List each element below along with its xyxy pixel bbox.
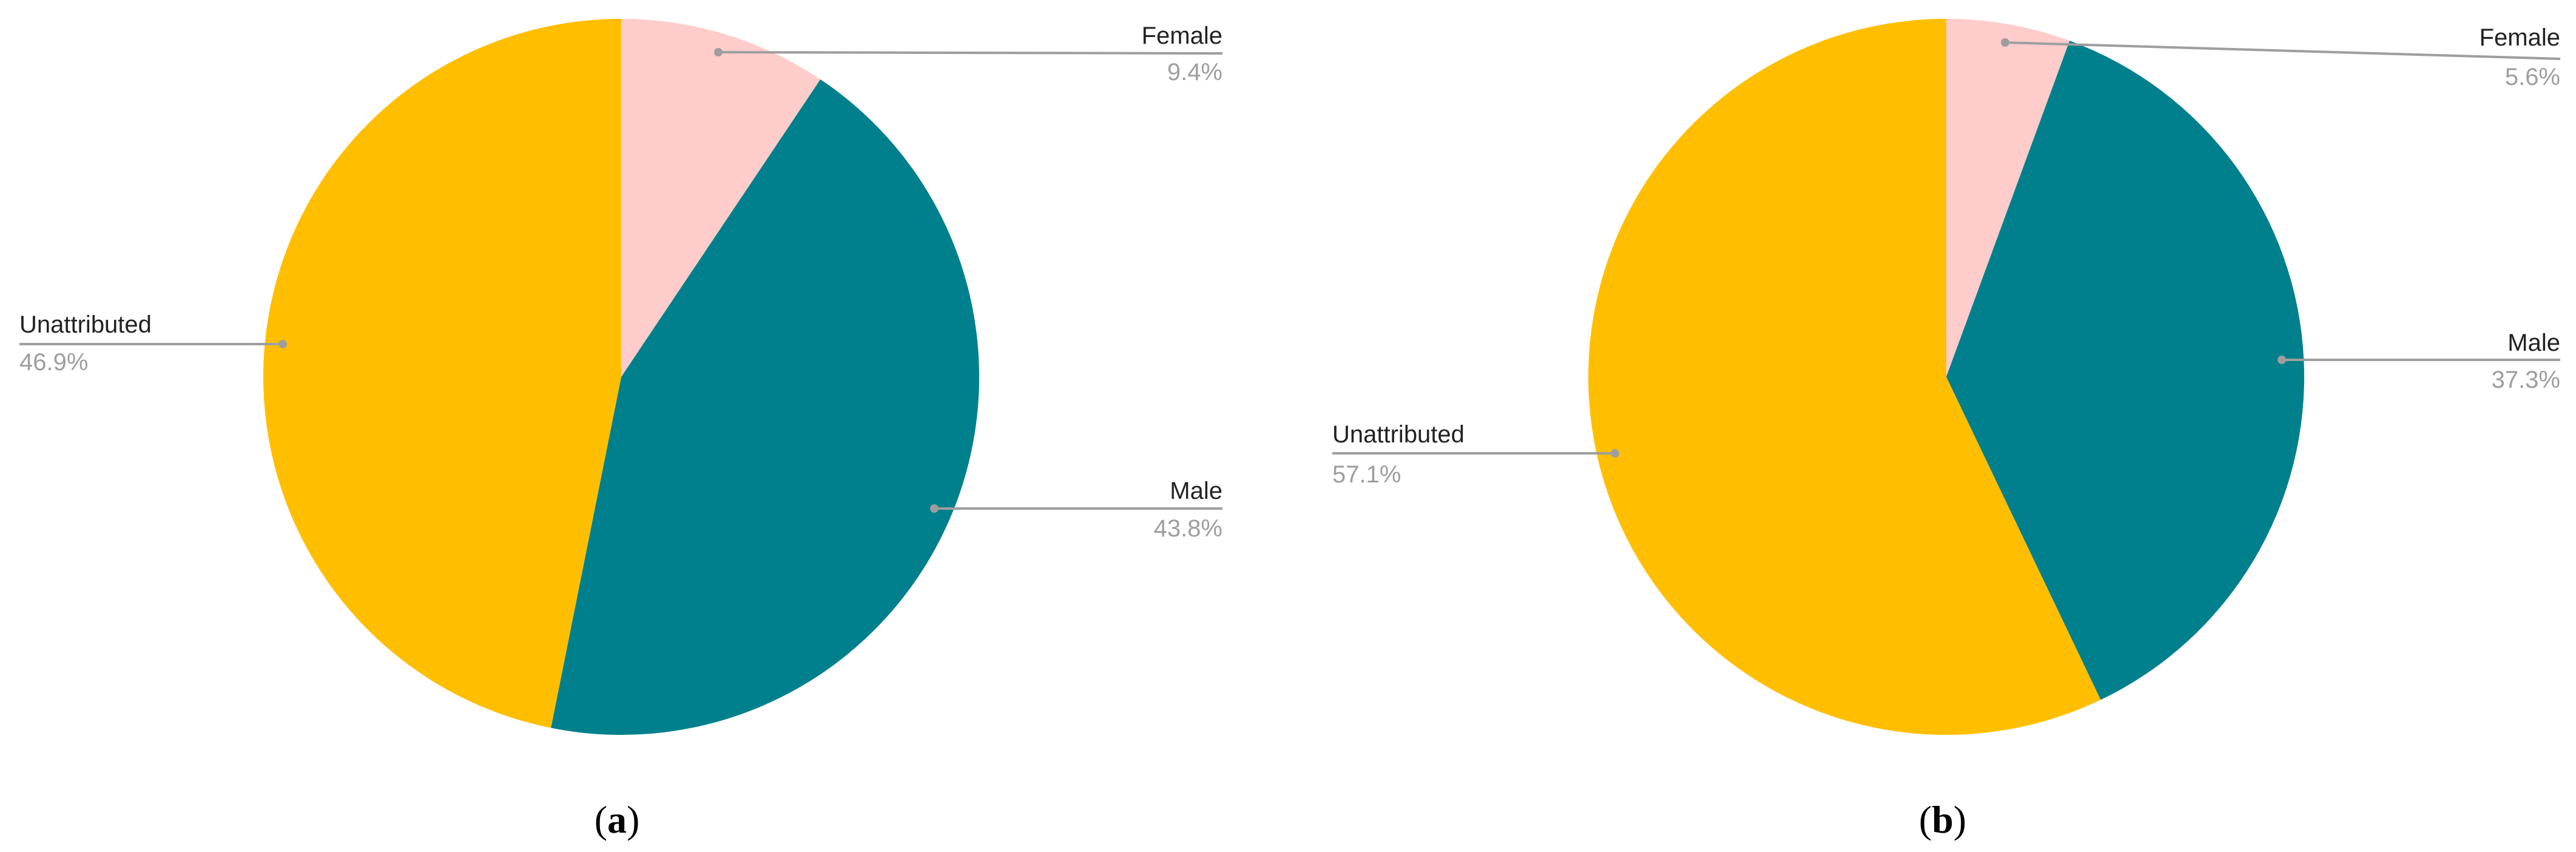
slice-value-male-a: 43.8% bbox=[1154, 515, 1222, 542]
panel-caption-b-letter: b bbox=[1932, 798, 1954, 841]
slice-label-female-a: Female bbox=[1142, 22, 1222, 49]
slice-value-unattributed-a: 46.9% bbox=[19, 349, 88, 376]
panel-caption-b: (b) bbox=[1919, 798, 1966, 841]
slice-value-female-a: 9.4% bbox=[1167, 59, 1222, 86]
slice-label-female-b: Female bbox=[2480, 24, 2560, 51]
leader-dot-female-a bbox=[714, 48, 723, 56]
leader-dot-male-b bbox=[2278, 356, 2286, 364]
slice-value-male-b: 37.3% bbox=[2492, 367, 2560, 393]
pie-chart-b: Female 5.6% Male 37.3% Unattributed 57.1% bbox=[1332, 19, 2561, 735]
slice-label-unattributed-a: Unattributed bbox=[19, 311, 152, 338]
pie-chart-a: Female 9.4% Male 43.8% Unattributed 46.9% bbox=[19, 19, 1223, 735]
leader-dot-female-b bbox=[2001, 38, 2009, 47]
slice-label-unattributed-b: Unattributed bbox=[1332, 421, 1465, 448]
leader-line-female-a bbox=[718, 51, 1223, 55]
panel-caption-a: (a) bbox=[595, 798, 640, 841]
slice-value-unattributed-b: 57.1% bbox=[1332, 461, 1401, 488]
pie-slice-unattributed-b bbox=[1588, 19, 2101, 735]
pie-slice-female-a bbox=[621, 19, 821, 377]
pie-slice-male-b bbox=[1946, 41, 2304, 700]
pie-slice-unattributed-a bbox=[263, 19, 621, 728]
leader-dot-unattributed-b bbox=[1611, 449, 1619, 458]
pie-slice-female-b bbox=[1946, 19, 2070, 377]
leader-line-female-b bbox=[2004, 41, 2561, 60]
slice-value-female-b: 5.6% bbox=[2505, 64, 2560, 90]
leader-dot-male-a bbox=[930, 504, 939, 513]
slice-label-male-b: Male bbox=[2507, 330, 2560, 356]
pie-slice-male-a bbox=[551, 79, 979, 735]
leader-dot-unattributed-a bbox=[278, 340, 287, 348]
slice-label-male-a: Male bbox=[1170, 478, 1222, 504]
panel-caption-a-letter: a bbox=[607, 798, 627, 841]
